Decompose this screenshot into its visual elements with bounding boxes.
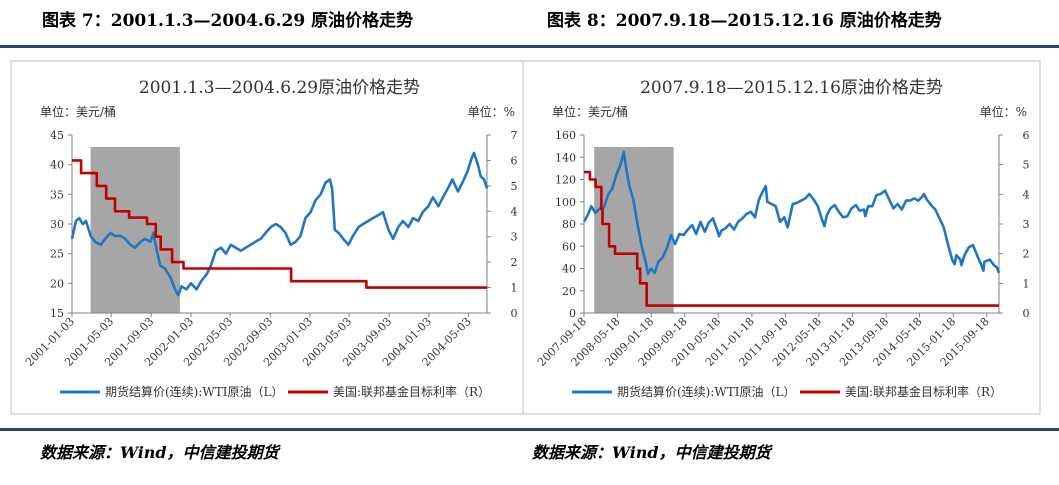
y-tick-label-left: 0	[569, 307, 576, 320]
y-tick-label-right: 3	[511, 231, 518, 244]
y-tick-label-left: 140	[555, 151, 576, 164]
figure-8-title: 图表 8：2007.9.18—2015.12.16 原油价格走势	[547, 11, 942, 31]
y-tick-label-left: 40	[562, 263, 576, 276]
chart-title: 2001.1.3—2004.6.29原油价格走势	[139, 78, 420, 98]
y-tick-label-left: 120	[555, 174, 576, 187]
chart-title: 2007.9.18—2015.12.16原油价格走势	[640, 78, 943, 98]
y-tick-label-left: 35	[50, 188, 64, 201]
y-tick-label-right: 1	[511, 282, 518, 295]
legend-label: 期货结算价(连续):WTI原油（L）	[105, 384, 283, 399]
legend-label: 期货结算价(连续):WTI原油（L）	[617, 384, 795, 399]
y-tick-label-right: 4	[1023, 188, 1030, 201]
y-tick-label-left: 40	[50, 159, 64, 172]
top-rule	[0, 45, 1059, 48]
wti-oil-price-line	[70, 151, 489, 297]
y-tick-label-left: 15	[50, 307, 64, 320]
y-axis-right-label: 单位：%	[468, 104, 515, 119]
y-tick-label-right: 6	[1023, 129, 1030, 142]
y-tick-label-right: 2	[1023, 248, 1030, 261]
y-tick-label-right: 5	[511, 180, 518, 193]
fed-funds-rate-line	[584, 170, 999, 307]
bottom-rule	[0, 428, 1059, 431]
wti-oil-price-line	[582, 150, 1001, 276]
y-axis-left-label: 单位：美元/桶	[40, 104, 116, 119]
y-tick-label-left: 20	[50, 277, 64, 290]
legend-label: 美国:联邦基金目标利率（R）	[845, 384, 1002, 399]
y-tick-label-right: 7	[511, 129, 518, 142]
y-axis-right-label: 单位：%	[980, 104, 1027, 119]
chart-panel-right: 2007.9.18—2015.12.16原油价格走势 单位：美元/桶 单位：% 0 20…	[522, 60, 1041, 415]
legend-label: 美国:联邦基金目标利率（R）	[333, 384, 490, 399]
shaded-period	[594, 147, 674, 313]
chart-panel-left: 2001.1.3—2004.6.29原油价格走势 单位：美元/桶 单位：% 15 20 2…	[10, 60, 529, 415]
y-tick-label-left: 25	[50, 248, 64, 261]
y-tick-label-right: 5	[1023, 159, 1030, 172]
y-tick-label-right: 4	[511, 205, 518, 218]
shaded-period	[90, 147, 180, 313]
y-tick-label-left: 60	[562, 240, 576, 253]
y-tick-label-right: 1	[1023, 277, 1030, 290]
y-tick-label-right: 0	[1023, 307, 1030, 320]
y-axis-left-label: 单位：美元/桶	[552, 104, 628, 119]
y-tick-label-left: 160	[555, 129, 576, 142]
y-tick-label-left: 80	[562, 218, 576, 231]
source-right: 数据来源：Wind，中信建投期货	[532, 443, 771, 462]
source-left: 数据来源：Wind，中信建投期货	[40, 443, 279, 462]
fed-funds-rate-line	[72, 159, 487, 289]
figure-7-title: 图表 7：2001.1.3—2004.6.29 原油价格走势	[42, 11, 414, 31]
y-tick-label-left: 100	[555, 196, 576, 209]
y-tick-label-left: 30	[50, 218, 64, 231]
y-tick-label-right: 6	[511, 154, 518, 167]
y-tick-label-left: 20	[562, 285, 576, 298]
y-tick-label-right: 0	[511, 307, 518, 320]
y-tick-label-right: 2	[511, 256, 518, 269]
y-tick-label-left: 45	[50, 129, 64, 142]
y-tick-label-right: 3	[1023, 218, 1030, 231]
